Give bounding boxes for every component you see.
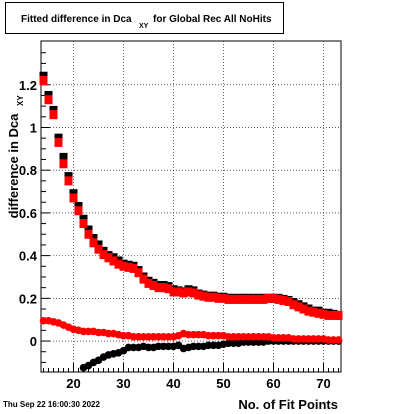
data-point [279, 295, 288, 305]
x-tick-label: 20 [66, 376, 80, 391]
data-point [219, 293, 228, 303]
data-series [39, 71, 343, 372]
data-point [169, 287, 178, 297]
data-point [149, 281, 158, 291]
data-point [224, 294, 233, 304]
data-point [204, 292, 213, 302]
chart-title: Fitted difference in Dca XY for Global R… [21, 14, 272, 30]
data-point [114, 259, 123, 269]
data-point [329, 310, 338, 320]
data-point [99, 250, 108, 260]
data-point [154, 283, 163, 293]
data-point [234, 294, 243, 304]
data-point [129, 263, 138, 273]
data-point [124, 262, 133, 272]
data-point [254, 294, 263, 304]
data-point [179, 288, 188, 298]
y-axis-label-subscript: XY [16, 95, 25, 106]
data-point [79, 219, 88, 229]
data-point [194, 290, 203, 300]
data-point [174, 287, 183, 297]
data-point [259, 294, 268, 304]
data-point [69, 193, 78, 203]
data-point [239, 294, 248, 304]
data-point [334, 336, 343, 344]
data-point [304, 306, 313, 316]
y-tick-label: 1 [30, 120, 37, 135]
data-point [89, 238, 98, 248]
x-tick-label: 60 [266, 376, 280, 391]
data-point [64, 176, 73, 186]
y-tick-labels: 0 0.2 0.4 0.6 0.8 1 1.2 [19, 78, 38, 349]
data-point [59, 152, 68, 162]
data-point [274, 294, 283, 304]
data-point [119, 261, 128, 271]
data-point [229, 294, 238, 304]
data-point [159, 283, 168, 293]
data-point [264, 293, 273, 303]
data-point [49, 110, 58, 120]
data-point [324, 310, 333, 320]
data-point [289, 300, 298, 310]
y-tick-label: 0.8 [19, 163, 37, 178]
data-point [84, 229, 93, 239]
data-point [134, 268, 143, 278]
x-tick-label: 70 [316, 376, 330, 391]
x-axis-label: No. of Fit Points [238, 397, 338, 412]
data-point [334, 310, 343, 320]
series-1 [39, 76, 343, 320]
y-tick-label: 0.2 [19, 291, 37, 306]
data-point [214, 293, 223, 303]
y-axis-label: difference in Dca [6, 113, 21, 219]
data-point [244, 294, 253, 304]
series-0 [39, 71, 343, 320]
data-point [209, 292, 218, 302]
plot-frame [40, 40, 342, 373]
data-point [139, 274, 148, 284]
data-point [144, 278, 153, 288]
data-point [189, 288, 198, 298]
data-point [54, 137, 63, 147]
timestamp-footer: Thu Sep 22 16:00:30 2022 [3, 400, 100, 409]
series-3 [39, 316, 343, 344]
data-point [294, 302, 303, 312]
data-point [39, 76, 48, 86]
data-point [44, 95, 53, 105]
chart-title-rest: for Global Rec All NoHits [153, 14, 272, 25]
chart-title-subscript: XY [139, 23, 149, 30]
data-point [269, 293, 278, 303]
data-point [74, 206, 83, 216]
x-tick-label: 30 [116, 376, 130, 391]
grid [41, 41, 341, 372]
y-tick-label: 0 [30, 334, 37, 349]
data-point [314, 308, 323, 318]
data-point [284, 297, 293, 307]
data-point [319, 309, 328, 319]
y-tick-label: 0.4 [19, 249, 38, 264]
chart-title-box: Fitted difference in Dca XY for Global R… [5, 2, 284, 34]
data-point [59, 159, 68, 169]
chart-title-main: Fitted difference in Dca [21, 14, 132, 25]
y-axis-label-group: difference in Dca XY [6, 95, 25, 219]
x-tick-label: 40 [166, 376, 180, 391]
y-tick-label: 1.2 [19, 78, 37, 93]
data-point [309, 307, 318, 317]
y-tick-label: 0.6 [19, 206, 37, 221]
x-tick-labels: 20 30 40 50 60 70 [66, 376, 330, 391]
data-point [249, 294, 258, 304]
data-point [109, 256, 118, 266]
data-point [299, 304, 308, 314]
data-point [104, 253, 113, 263]
data-point [164, 284, 173, 294]
data-point [94, 244, 103, 254]
data-point [199, 291, 208, 301]
data-point [184, 287, 193, 297]
x-tick-label: 50 [216, 376, 230, 391]
axis-ticks [41, 52, 339, 372]
